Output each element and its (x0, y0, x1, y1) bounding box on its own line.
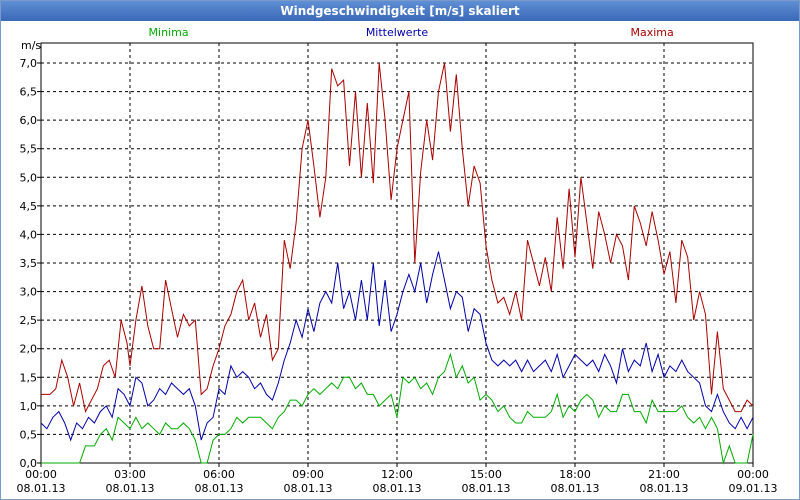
y-tick-label: 5,5 (20, 143, 38, 156)
y-tick-label: 2,5 (20, 314, 38, 327)
y-tick-label: 3,0 (20, 286, 38, 299)
y-tick-label: 2,0 (20, 343, 38, 356)
y-tick-label: 0,5 (20, 428, 38, 441)
y-axis-unit: m/s (21, 39, 41, 52)
legend-item-minima: Minima (149, 26, 189, 39)
y-tick-label: 1,5 (20, 371, 38, 384)
x-tick-date: 09.01.13 (729, 482, 778, 495)
legend-item-maxima: Maxima (631, 26, 674, 39)
y-tick-label: 6,0 (20, 114, 38, 127)
series-line-mittelwerte (40, 251, 754, 442)
x-tick-date: 08.01.13 (551, 482, 600, 495)
y-tick-label: 1,0 (20, 400, 38, 413)
series-line-minima (41, 352, 754, 465)
x-tick-time: 09:00 (292, 468, 324, 481)
y-tick-label: 5,0 (20, 171, 38, 184)
legend: Minima Mittelwerte Maxima (149, 26, 674, 39)
x-tick-time: 21:00 (648, 468, 680, 481)
x-tick-time: 00:00 (25, 468, 57, 481)
y-tick-label: 3,5 (20, 257, 38, 270)
y-tick-label: 4,0 (20, 228, 38, 241)
x-tick-time: 18:00 (559, 468, 591, 481)
series-line-maxima (41, 62, 754, 414)
x-tick-time: 15:00 (470, 468, 502, 481)
x-tick-date: 08.01.13 (195, 482, 244, 495)
x-axis-labels: 00:0008.01.1303:0008.01.1306:0008.01.130… (17, 468, 778, 495)
plot-frame (40, 42, 754, 464)
x-tick-date: 08.01.13 (17, 482, 66, 495)
y-tick-label: 6,5 (20, 86, 38, 99)
x-tick-date: 08.01.13 (373, 482, 422, 495)
x-tick-date: 08.01.13 (640, 482, 689, 495)
x-tick-time: 06:00 (203, 468, 235, 481)
y-tick-label: 4,5 (20, 200, 38, 213)
grid-lines (37, 43, 754, 467)
x-tick-time: 12:00 (381, 468, 413, 481)
y-tick-label: 7,0 (20, 57, 38, 70)
chart-canvas: 0,0 0,5 1,0 1,5 2,0 2,5 3,0 3,5 4,0 4,5 5,0 5,5 6,0 6… (17, 26, 778, 495)
y-axis-labels: 0,0 0,5 1,0 1,5 2,0 2,5 3,0 3,5 4,0 4,5 5,0 5,5 6,0 6… (20, 57, 38, 470)
legend-item-mittelwerte: Mittelwerte (366, 26, 429, 39)
x-tick-time: 00:00 (737, 468, 769, 481)
window-title: Windgeschwindigkeit [m/s] skaliert (1, 1, 799, 21)
x-tick-date: 08.01.13 (106, 482, 155, 495)
x-tick-date: 08.01.13 (462, 482, 511, 495)
x-tick-date: 08.01.13 (284, 482, 333, 495)
series-layer (40, 62, 754, 465)
x-tick-time: 03:00 (114, 468, 146, 481)
y-tick-label: 0,0 (20, 457, 38, 470)
